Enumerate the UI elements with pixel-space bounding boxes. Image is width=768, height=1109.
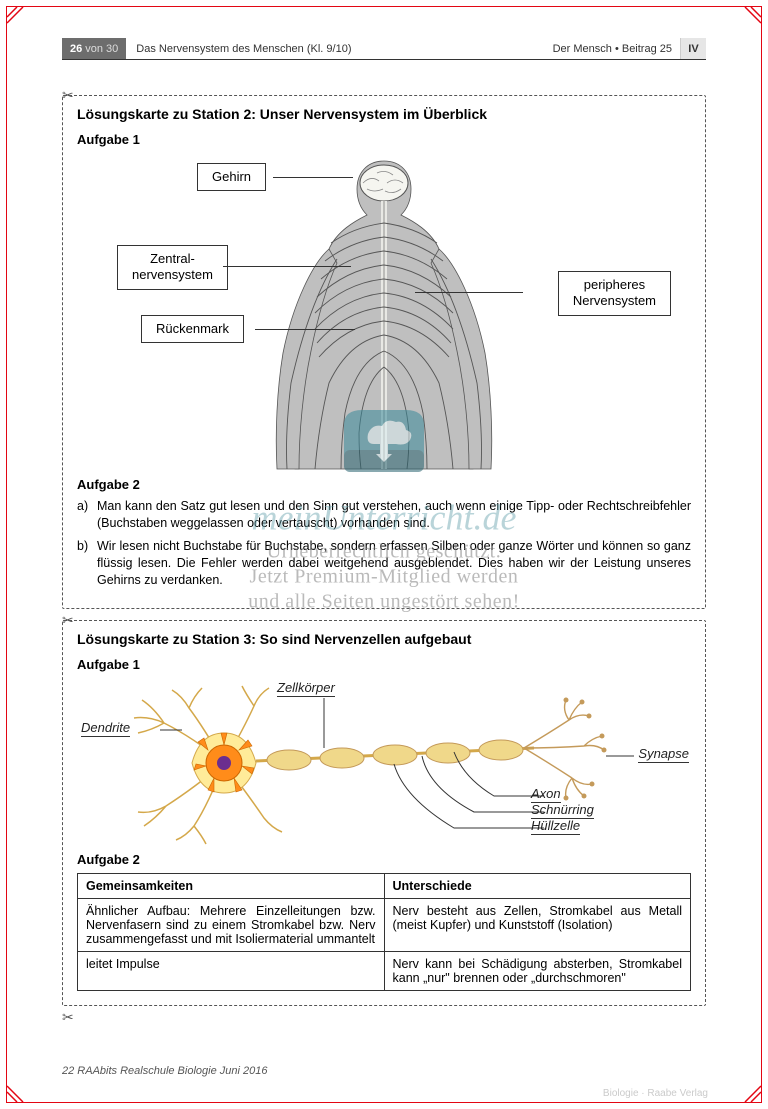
- card1-title: Lösungskarte zu Station 2: Unser Nervens…: [77, 106, 691, 122]
- leader-peripher: [415, 292, 523, 293]
- answer-a-text: Man kann den Satz gut lesen und den Sinn…: [97, 498, 691, 532]
- card1-answer-b: b) Wir lesen nicht Buchstabe für Buchsta…: [77, 538, 691, 589]
- comparison-table: Gemeinsamkeiten Unterschiede Ähnlicher A…: [77, 873, 691, 991]
- header-right: Der Mensch • Beitrag 25: [553, 38, 680, 59]
- label-zellkoerper: Zellkörper: [277, 680, 335, 695]
- nervous-system-diagram: Gehirn Zentral- nervensystem Rückenmark …: [77, 153, 691, 473]
- table-row: Ähnlicher Aufbau: Mehrere Einzelleitunge…: [78, 899, 691, 952]
- label-gehirn: Gehirn: [197, 163, 266, 191]
- table-row: leitet Impulse Nerv kann bei Schädigung …: [78, 952, 691, 991]
- header-section: IV: [680, 38, 706, 59]
- watermark-bottom: Biologie · Raabe Verlag: [603, 1088, 708, 1099]
- col-unterschiede: Unterschiede: [384, 874, 691, 899]
- page-content: 26 von 30 Das Nervensystem des Menschen …: [6, 6, 762, 1103]
- label-rueckenmark: Rückenmark: [141, 315, 244, 343]
- answer-b-text: Wir lesen nicht Buchstabe für Buchstabe,…: [97, 538, 691, 589]
- page-header: 26 von 30 Das Nervensystem des Menschen …: [62, 38, 706, 60]
- label-synapse: Synapse: [638, 746, 689, 761]
- label-zentral: Zentral- nervensystem: [117, 245, 228, 290]
- table-header-row: Gemeinsamkeiten Unterschiede: [78, 874, 691, 899]
- cell: leitet Impulse: [78, 952, 385, 991]
- label-axon: Axon: [531, 786, 561, 801]
- solution-card-2: Lösungskarte zu Station 3: So sind Nerve…: [62, 620, 706, 1006]
- col-gemeinsamkeiten: Gemeinsamkeiten: [78, 874, 385, 899]
- neuron-diagram: Dendrite Zellkörper Synapse Axon Schnürr…: [77, 678, 691, 848]
- cell: Nerv kann bei Schädigung absterben, Stro…: [384, 952, 691, 991]
- leader-rueckenmark: [255, 329, 355, 330]
- solution-card-1: Lösungskarte zu Station 2: Unser Nervens…: [62, 95, 706, 609]
- label-schnuerring: Schnürring: [531, 802, 594, 817]
- human-body-figure: [259, 153, 509, 473]
- page-of: von 30: [85, 43, 118, 55]
- scissors-icon: ✂: [62, 1010, 74, 1024]
- label-peripher: peripheres Nervensystem: [558, 271, 671, 316]
- label-huellzelle: Hüllzelle: [531, 818, 580, 833]
- label-dendrite: Dendrite: [81, 720, 130, 735]
- neuron-svg: [77, 678, 691, 848]
- page-footer: 22 RAAbits Realschule Biologie Juni 2016: [62, 1065, 267, 1077]
- cell: Ähnlicher Aufbau: Mehrere Einzelleitunge…: [78, 899, 385, 952]
- cut-line-3: ✂: [62, 1010, 706, 1024]
- card2-aufgabe1: Aufgabe 1: [77, 657, 691, 672]
- list-marker-b: b): [77, 538, 97, 589]
- card2-title: Lösungskarte zu Station 3: So sind Nerve…: [77, 631, 691, 647]
- page-number: 26: [70, 43, 82, 55]
- list-marker-a: a): [77, 498, 97, 532]
- cell: Nerv besteht aus Zellen, Stromkabel aus …: [384, 899, 691, 952]
- leader-gehirn: [273, 177, 353, 178]
- card1-aufgabe1: Aufgabe 1: [77, 132, 691, 147]
- leader-zentral: [223, 266, 351, 267]
- header-title: Das Nervensystem des Menschen (Kl. 9/10): [126, 38, 552, 59]
- card2-aufgabe2: Aufgabe 2: [77, 852, 691, 867]
- page-number-box: 26 von 30: [62, 38, 126, 59]
- card1-aufgabe2: Aufgabe 2: [77, 477, 691, 492]
- card1-answer-a: a) Man kann den Satz gut lesen und den S…: [77, 498, 691, 532]
